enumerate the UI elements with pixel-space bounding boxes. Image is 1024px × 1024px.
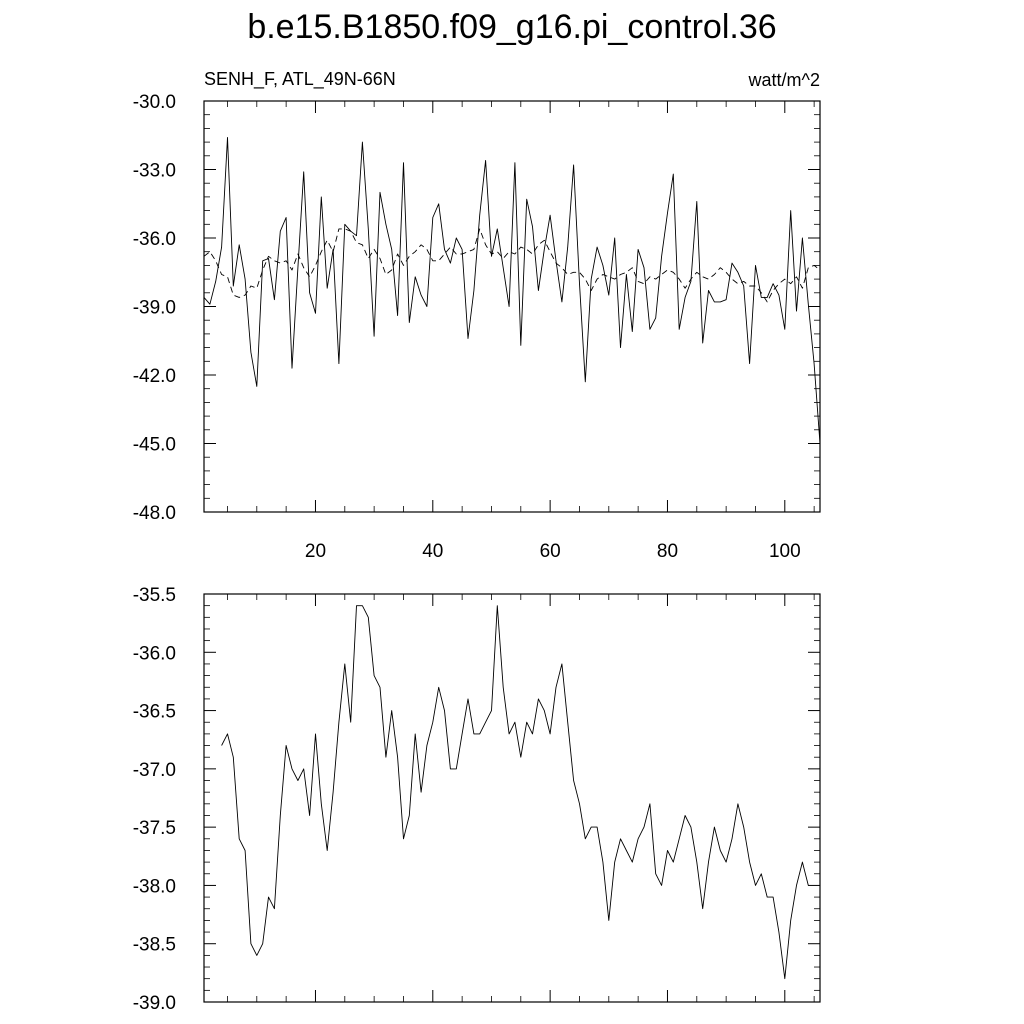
y-tick-label: -48.0 bbox=[133, 503, 176, 524]
plot-frame bbox=[203, 593, 821, 1003]
y-tick-label: -33.0 bbox=[133, 161, 176, 182]
y-tick-label: -36.5 bbox=[133, 702, 176, 723]
x-tick-label: 80 bbox=[657, 541, 678, 562]
y-tick-label: -39.0 bbox=[133, 993, 176, 1014]
y-tick-label: -37.5 bbox=[133, 818, 176, 839]
y-tick-label: -37.0 bbox=[133, 760, 176, 781]
solid-series-line bbox=[221, 605, 809, 980]
panel-top-right-label: watt/m^2 bbox=[748, 70, 820, 90]
plot-frame bbox=[203, 100, 821, 513]
y-tick-label: -45.0 bbox=[133, 435, 176, 456]
chart-bottom: -35.5 -36.0 -36.5 -37.0 -37.5 -38.0 -38.5 -39.0 bbox=[133, 585, 821, 1014]
y-tick-label: -30.0 bbox=[133, 92, 176, 113]
x-tick-label: 60 bbox=[540, 541, 561, 562]
x-tick-label: 100 bbox=[769, 541, 801, 562]
y-tick-label: -38.0 bbox=[133, 876, 176, 897]
y-tick-label: -42.0 bbox=[133, 366, 176, 387]
chart-top: -30.0 -33.0 -36.0 -39.0 -42.0 -45.0 -48.0 20 40 6… bbox=[133, 92, 821, 562]
dashed-series-line bbox=[203, 228, 821, 303]
y-tick-label: -35.5 bbox=[133, 585, 176, 606]
y-tick-label: -39.0 bbox=[133, 298, 176, 319]
x-tick-label: 20 bbox=[305, 541, 326, 562]
page-title: b.e15.B1850.f09_g16.pi_control.36 bbox=[247, 8, 776, 46]
y-tick-label: -38.5 bbox=[133, 935, 176, 956]
x-tick-label: 40 bbox=[422, 541, 443, 562]
panel-top-left-label: SENH_F, ATL_49N-66N bbox=[204, 69, 396, 90]
y-tick-label: -36.0 bbox=[133, 643, 176, 664]
solid-series-line bbox=[203, 137, 821, 444]
y-tick-label: -36.0 bbox=[133, 229, 176, 250]
